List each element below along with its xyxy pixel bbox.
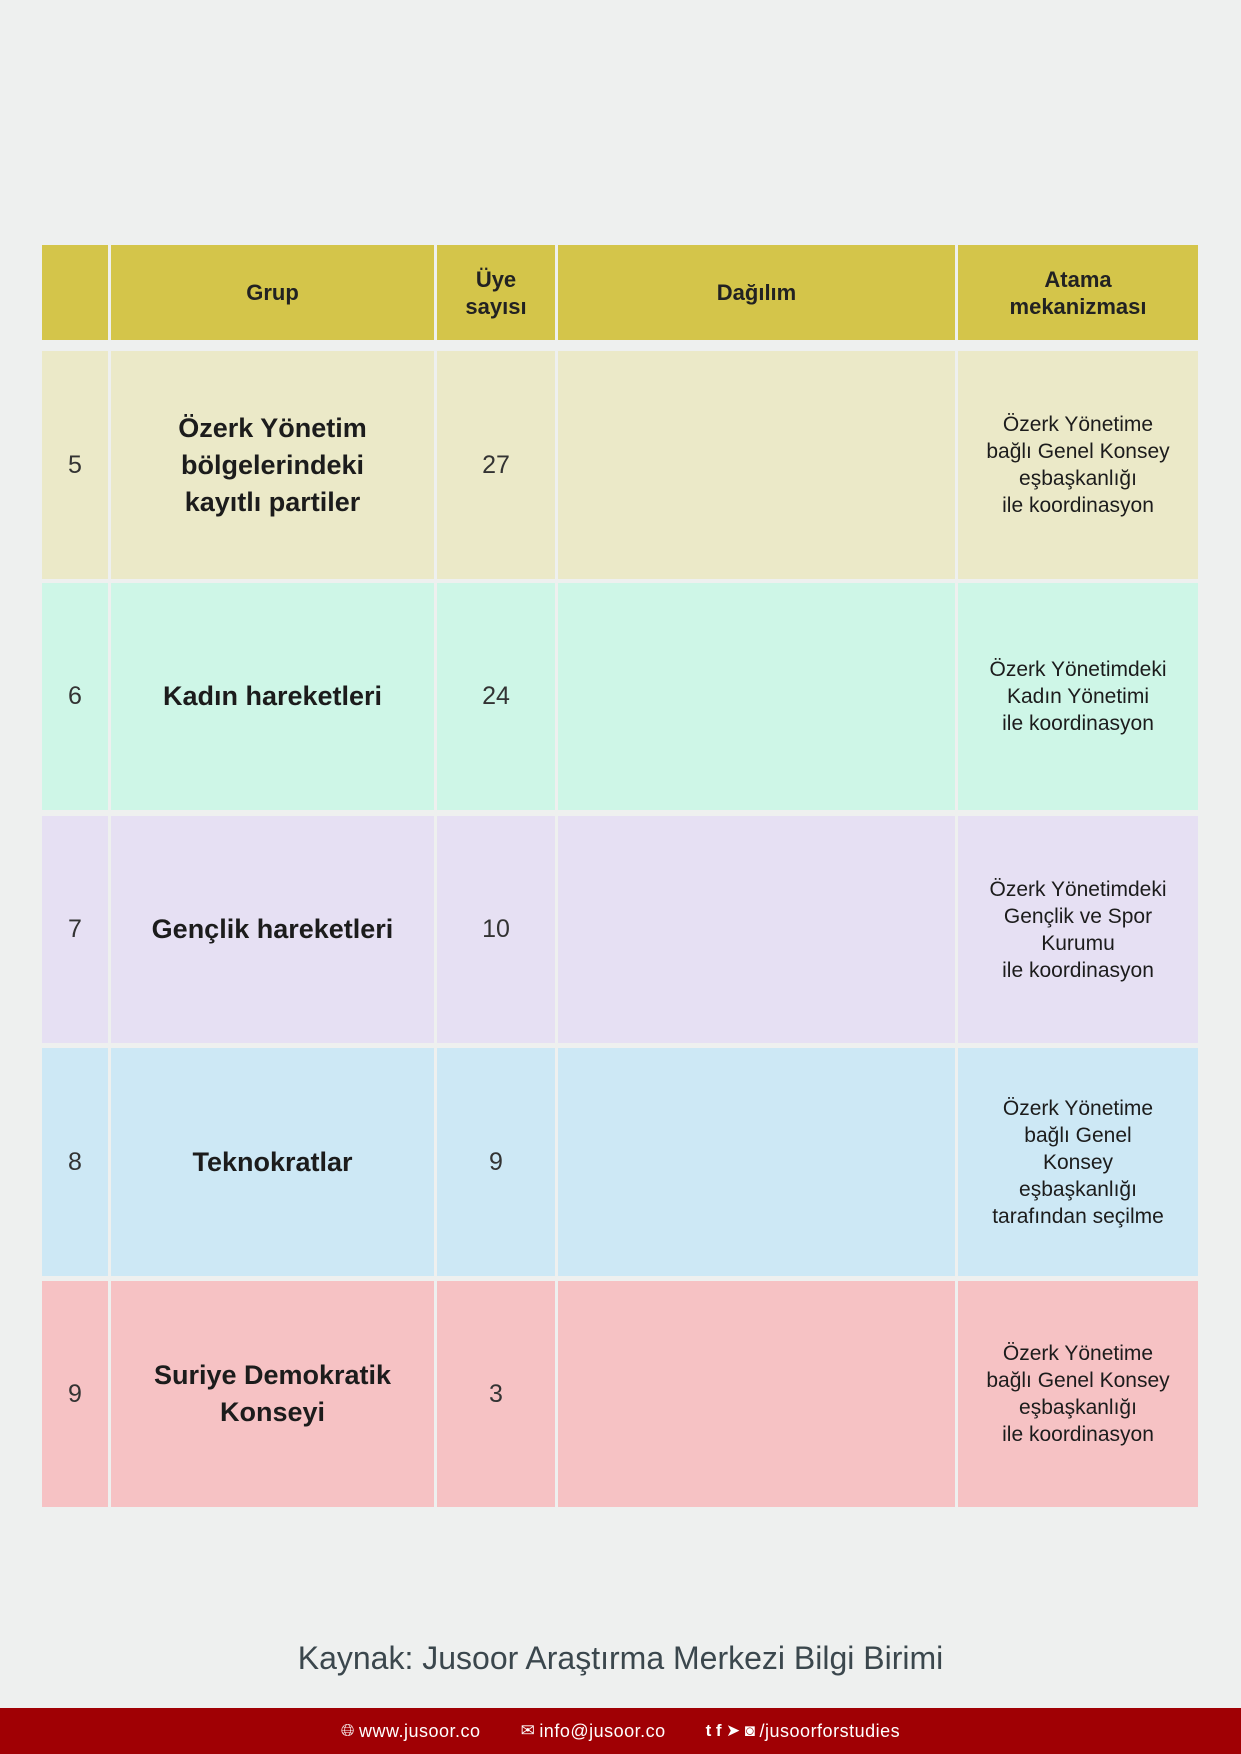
cell-line: bağlı Genel Konsey (986, 440, 1170, 463)
globe-icon: 🌐︎ (340, 1721, 355, 1740)
row-mechanism: Özerk Yönetime bağlı Genel Konsey eşbaşkanl… (958, 1048, 1198, 1276)
cell-line: Özerk Yönetimdeki (989, 658, 1167, 681)
cell-line: kayıtlı partiler (184, 486, 361, 517)
row-distribution (558, 583, 955, 810)
instagram-icon[interactable]: ◙ (744, 1721, 756, 1740)
cell-line: Özerk Yönetime (1002, 413, 1154, 436)
row-distribution (558, 816, 955, 1043)
cell-line: tarafından seçilme (992, 1204, 1164, 1228)
facebook-icon[interactable]: f (715, 1721, 722, 1740)
cell-line: Konseyi (219, 1397, 326, 1427)
header-mechanism: Atama mekanizması (958, 245, 1198, 340)
social-links[interactable]: t f ➤ ◙ /jusoorforstudies (706, 1721, 900, 1742)
cell-line: bağlı Genel Konsey (986, 1369, 1170, 1392)
row-count: 3 (437, 1281, 555, 1507)
row-number: 7 (42, 816, 108, 1043)
row-count: 9 (437, 1048, 555, 1276)
cell-line: ile koordinasyon (1002, 1423, 1154, 1446)
cell-line: mekanizması (1009, 293, 1147, 319)
email-text: info@jusoor.co (539, 1720, 666, 1741)
row-group: Gençlik hareketleri (111, 816, 434, 1043)
cell-line: eşbaşkanlığı (1019, 467, 1137, 490)
row-group: Suriye Demokratik Konseyi (111, 1281, 434, 1507)
row-number: 9 (42, 1281, 108, 1507)
row-group: Özerk Yönetim bölgelerindeki kayıtlı parti… (111, 351, 434, 579)
row-number: 5 (42, 351, 108, 579)
cell-line: ile koordinasyon (1002, 958, 1154, 982)
website-link[interactable]: 🌐︎ www.jusoor.co (341, 1721, 481, 1742)
cell-line: Kurumu (1041, 931, 1115, 955)
row-group: Kadın hareketleri (111, 583, 434, 810)
cell-line: Gençlik hareketleri (151, 914, 394, 944)
row-mechanism: Özerk Yönetimdeki Gençlik ve Spor Kurumu il… (958, 816, 1198, 1043)
row-mechanism: Özerk Yönetime bağlı Genel Konsey eşbaşkan… (958, 351, 1198, 579)
cell-line: Özerk Yönetime (1002, 1096, 1154, 1120)
cell-line: Özerk Yönetime (1002, 1342, 1154, 1365)
cell-line: bağlı Genel (1024, 1123, 1132, 1147)
header-count: Üye sayısı (437, 245, 555, 340)
telegram-icon[interactable]: ➤ (726, 1721, 741, 1740)
row-mechanism: Özerk Yönetime bağlı Genel Konsey eşbaşkan… (958, 1281, 1198, 1507)
envelope-icon: ✉ (520, 1721, 536, 1740)
cell-line: bölgelerindeki (180, 449, 365, 480)
row-distribution (558, 351, 955, 579)
website-text: www.jusoor.co (359, 1720, 481, 1741)
twitter-icon[interactable]: t (705, 1721, 712, 1740)
cell-line: Konsey (1042, 1150, 1114, 1174)
cell-line: ile koordinasyon (1002, 712, 1154, 735)
footer-bar: 🌐︎ www.jusoor.co ✉ info@jusoor.co t f ➤ … (0, 1708, 1241, 1754)
row-group: Teknokratlar (111, 1048, 434, 1276)
row-mechanism: Özerk Yönetimdeki Kadın Yönetimi ile koord… (958, 583, 1198, 810)
row-count: 27 (437, 351, 555, 579)
cell-line: Grup (246, 280, 299, 305)
row-count: 24 (437, 583, 555, 810)
cell-line: Suriye Demokratik (153, 1360, 392, 1390)
cell-line: Üye (475, 266, 517, 292)
cell-line: Kadın Yönetimi (1006, 685, 1150, 708)
cell-line: sayısı (465, 293, 527, 319)
header-num (42, 245, 108, 340)
cell-line: Özerk Yönetim (178, 412, 367, 443)
row-distribution (558, 1281, 955, 1507)
row-number: 8 (42, 1048, 108, 1276)
row-count: 10 (437, 816, 555, 1043)
cell-line: eşbaşkanlığı (1019, 1177, 1137, 1201)
header-group: Grup (111, 245, 434, 340)
row-number: 6 (42, 583, 108, 810)
row-distribution (558, 1048, 955, 1276)
cell-line: eşbaşkanlığı (1019, 1396, 1137, 1419)
cell-line: Kadın hareketleri (162, 681, 383, 711)
cell-line: Atama (1044, 266, 1112, 292)
cell-line: Gençlik ve Spor (1003, 904, 1153, 928)
cell-line: Özerk Yönetimdeki (989, 877, 1167, 901)
source-caption: Kaynak: Jusoor Araştırma Merkezi Bilgi B… (297, 1640, 944, 1676)
cell-line: Dağılım (716, 280, 797, 305)
social-handle: /jusoorforstudies (759, 1720, 901, 1741)
header-distribution: Dağılım (558, 245, 955, 340)
cell-line: ile koordinasyon (1002, 494, 1154, 517)
email-link[interactable]: ✉ info@jusoor.co (521, 1721, 666, 1742)
cell-line: Teknokratlar (192, 1146, 353, 1177)
